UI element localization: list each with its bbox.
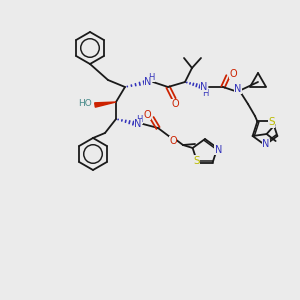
Text: N: N [262, 139, 270, 149]
Text: O: O [169, 136, 177, 146]
Text: H: H [148, 73, 154, 82]
Text: O: O [171, 99, 179, 109]
Polygon shape [95, 102, 116, 107]
Text: N: N [144, 77, 152, 87]
Text: O: O [229, 69, 237, 79]
Text: N: N [134, 119, 142, 129]
Text: O: O [143, 110, 151, 120]
Text: S: S [268, 118, 275, 128]
Text: H: H [136, 115, 142, 124]
Text: N: N [215, 145, 222, 155]
Text: H: H [202, 88, 208, 98]
Text: HO: HO [78, 98, 92, 107]
Text: N: N [234, 84, 242, 94]
Text: S: S [193, 155, 200, 166]
Text: N: N [200, 82, 208, 92]
